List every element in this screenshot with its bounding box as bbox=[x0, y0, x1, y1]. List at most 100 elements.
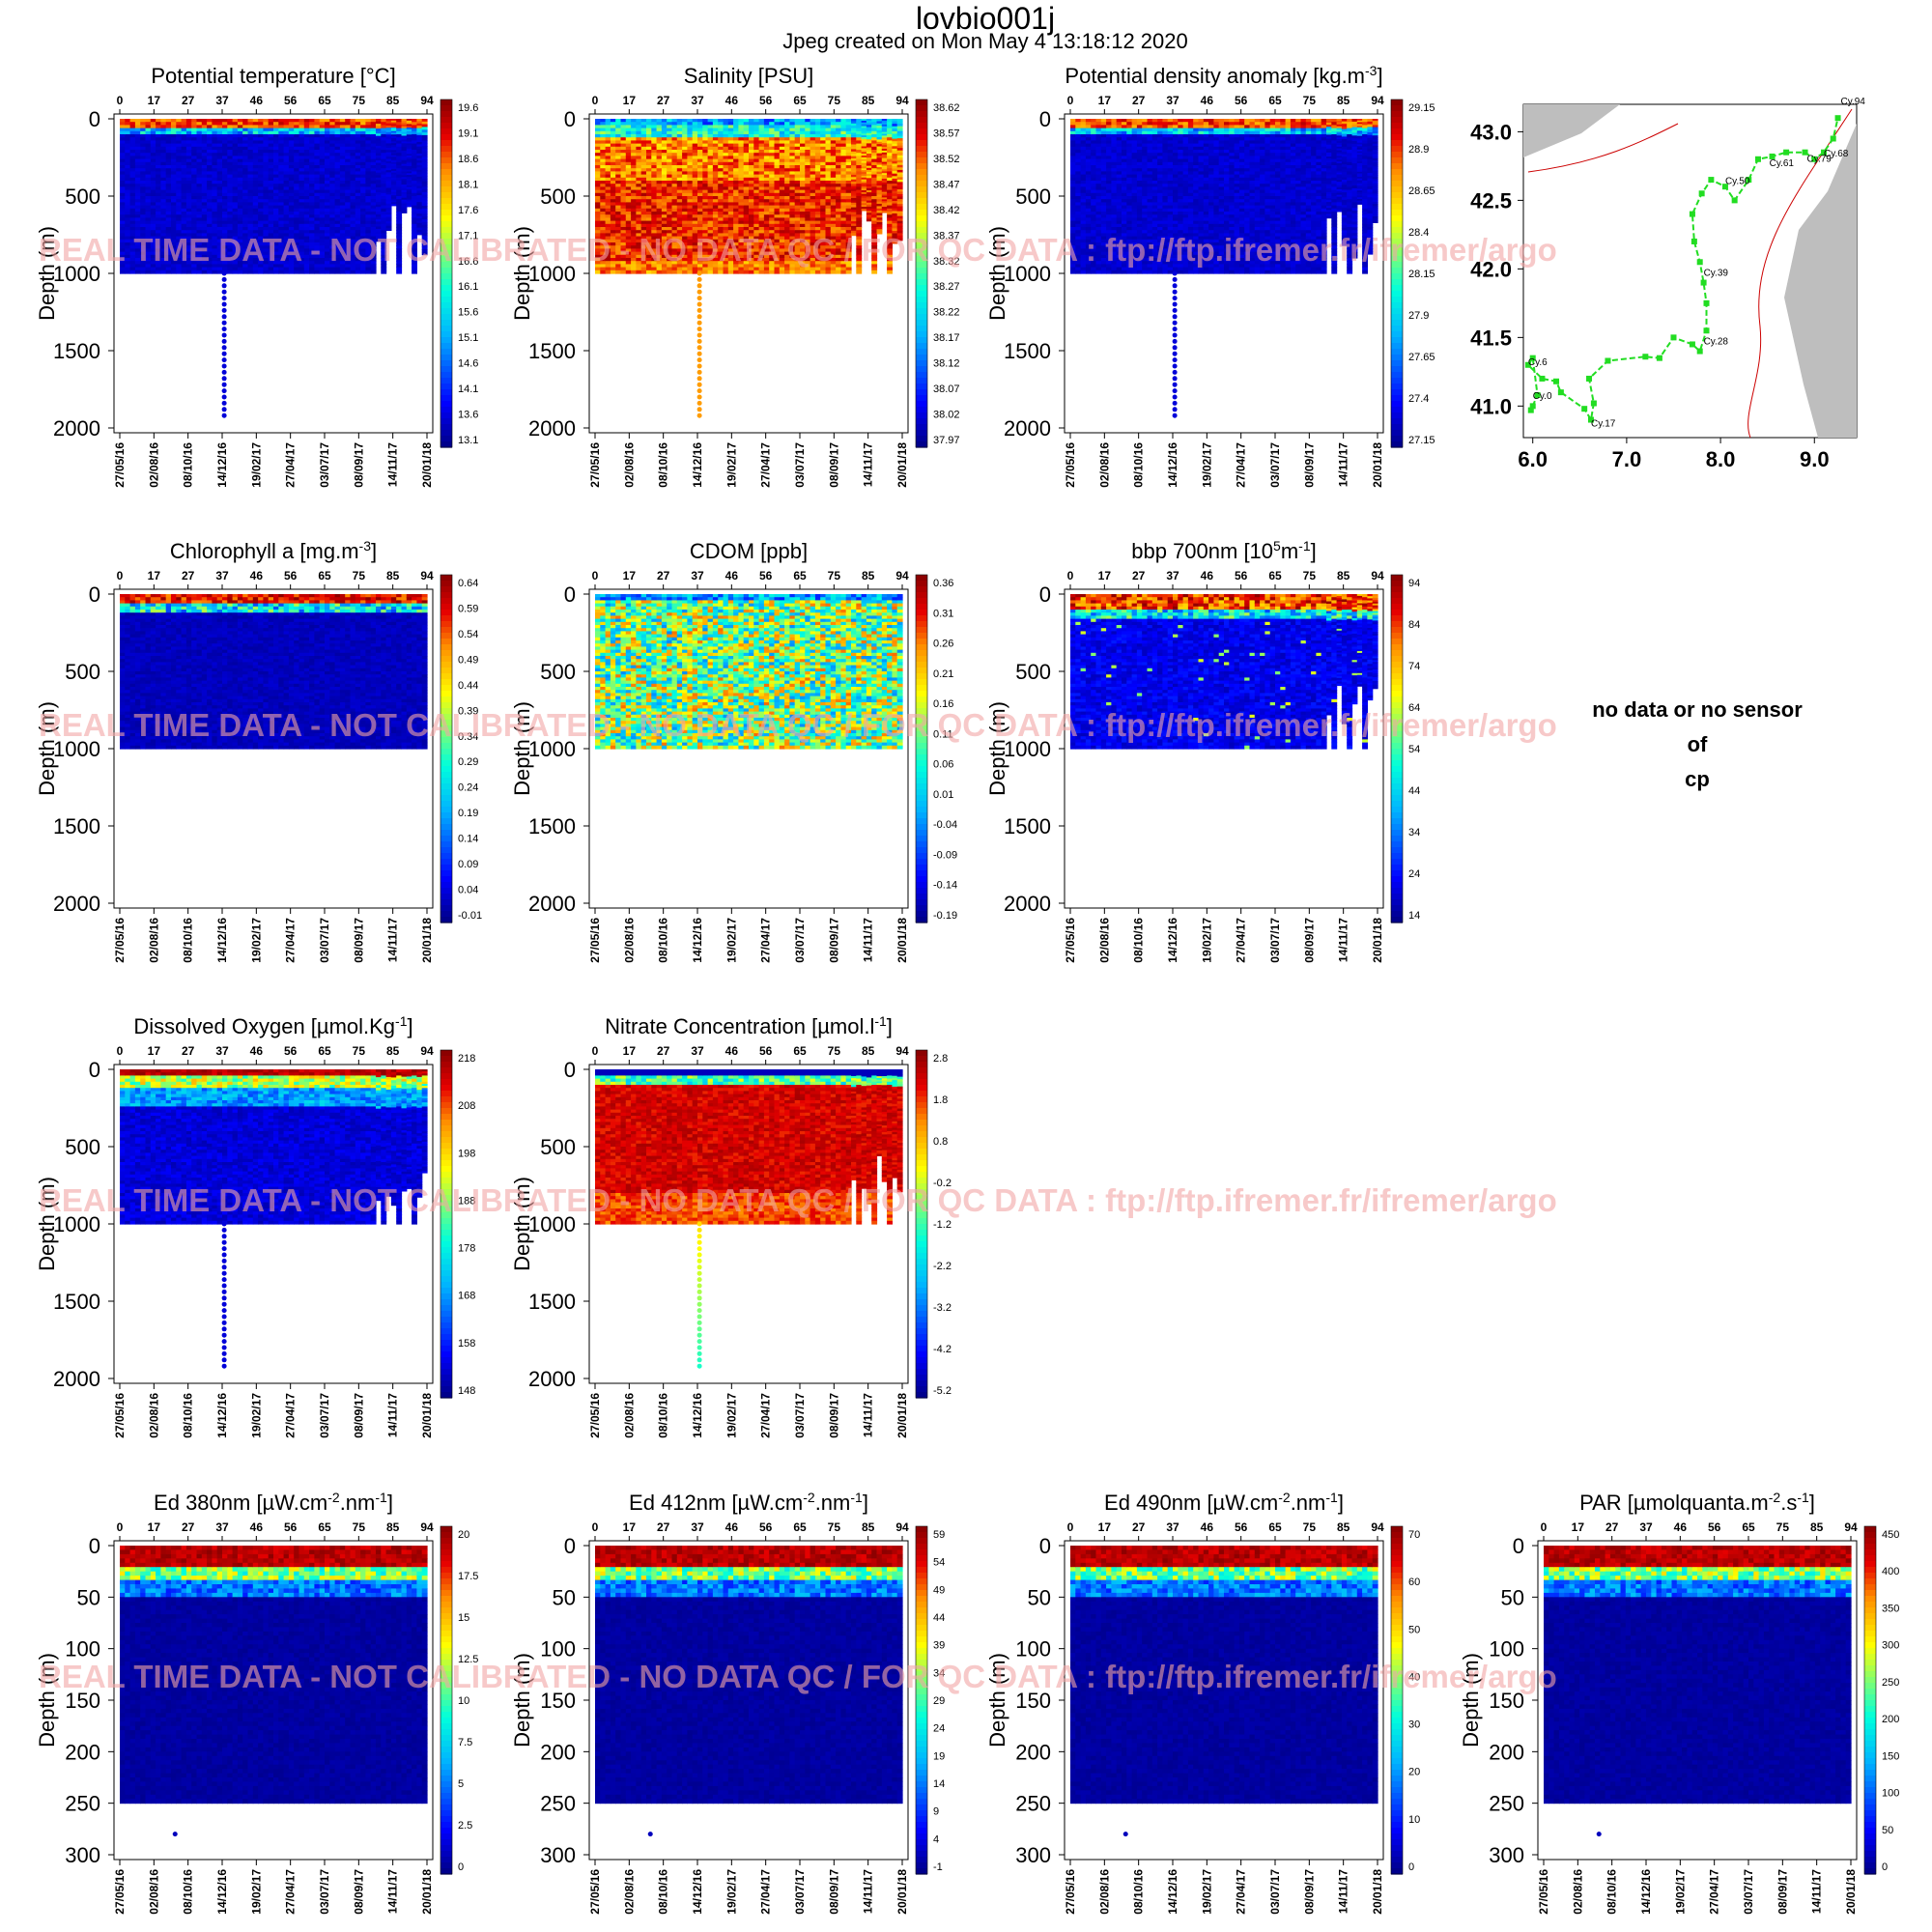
heat-cell bbox=[196, 245, 203, 249]
heat-cell bbox=[191, 261, 198, 265]
heat-cell bbox=[412, 270, 417, 274]
heat-cell bbox=[283, 254, 290, 259]
heat-cell bbox=[283, 220, 290, 225]
heat-cell bbox=[268, 214, 274, 218]
heat-cell bbox=[288, 150, 295, 154]
heat-cell bbox=[120, 270, 126, 274]
colorbar-swatch bbox=[440, 360, 452, 367]
heat-cell bbox=[196, 156, 203, 160]
heat-cell bbox=[171, 254, 177, 259]
heat-cell bbox=[242, 264, 249, 269]
colorbar-swatch bbox=[440, 436, 452, 442]
heat-cell bbox=[150, 254, 156, 259]
heat-cell bbox=[140, 214, 147, 218]
heat-cell bbox=[207, 264, 213, 269]
heat-cell bbox=[268, 227, 274, 231]
heat-cell bbox=[145, 134, 152, 138]
colorbar-tick-label: 15.6 bbox=[458, 307, 478, 319]
heat-cell bbox=[196, 208, 203, 213]
heat-cell bbox=[185, 267, 192, 271]
heat-cell bbox=[595, 270, 601, 274]
heat-cell bbox=[242, 189, 249, 194]
heat-cell bbox=[227, 196, 234, 200]
heat-cell bbox=[258, 158, 264, 163]
heat-cell bbox=[273, 202, 279, 207]
heat-cell bbox=[191, 202, 198, 207]
heat-cell bbox=[222, 153, 228, 156]
heat-cell bbox=[232, 143, 239, 148]
heat-cell bbox=[263, 223, 270, 228]
heat-cell bbox=[207, 208, 213, 213]
heat-cell bbox=[232, 233, 239, 238]
heat-cell bbox=[129, 134, 136, 138]
colorbar-swatch bbox=[440, 163, 452, 170]
heat-cell bbox=[156, 236, 161, 241]
heat-cell bbox=[247, 233, 254, 238]
heat-cell bbox=[160, 140, 167, 145]
heat-cell bbox=[258, 177, 264, 182]
heat-cell bbox=[181, 181, 187, 185]
heat-cell bbox=[288, 192, 295, 197]
heat-cell bbox=[201, 264, 208, 269]
colorbar-swatch bbox=[440, 308, 452, 315]
heat-cell bbox=[176, 181, 183, 185]
heat-cell bbox=[232, 165, 239, 169]
heat-cell bbox=[165, 186, 172, 191]
deep-profile-point bbox=[221, 376, 227, 382]
heat-cell bbox=[181, 212, 187, 215]
heat-cell bbox=[181, 156, 187, 160]
colorbar-swatch bbox=[440, 221, 452, 228]
heat-cell bbox=[150, 261, 156, 265]
heat-cell bbox=[191, 122, 198, 126]
heat-cell bbox=[145, 245, 152, 249]
heat-cell bbox=[216, 258, 223, 262]
heat-cell bbox=[258, 153, 264, 156]
heat-cell bbox=[242, 171, 249, 176]
heat-cell bbox=[247, 248, 254, 253]
heat-cell bbox=[134, 171, 141, 176]
heat-cell bbox=[134, 236, 141, 241]
heat-cell bbox=[252, 146, 259, 151]
heat-cell bbox=[207, 261, 213, 265]
heat-cell bbox=[298, 239, 305, 243]
heat-cell bbox=[242, 153, 249, 156]
heat-cell bbox=[288, 208, 295, 213]
heat-cell bbox=[232, 186, 239, 191]
heat-cell bbox=[283, 130, 290, 135]
heat-cell bbox=[258, 189, 264, 194]
heat-cell bbox=[176, 230, 183, 234]
heat-cell bbox=[191, 134, 198, 138]
heat-cell bbox=[303, 137, 310, 141]
heat-cell bbox=[134, 208, 141, 213]
heat-cell bbox=[232, 251, 239, 256]
heat-cell bbox=[196, 140, 203, 145]
heat-cell bbox=[191, 236, 198, 241]
heat-cell bbox=[294, 192, 300, 197]
heat-cell bbox=[242, 192, 249, 197]
heat-cell bbox=[191, 168, 198, 172]
heat-cell bbox=[263, 137, 270, 141]
heat-cell bbox=[129, 208, 136, 213]
heat-cell bbox=[247, 205, 254, 210]
heat-cell bbox=[278, 156, 285, 160]
heat-cell bbox=[150, 122, 156, 126]
heat-cell bbox=[150, 242, 156, 246]
heat-cell bbox=[129, 270, 136, 274]
heat-cell bbox=[712, 270, 719, 274]
heat-cell bbox=[171, 174, 177, 179]
heat-cell bbox=[201, 230, 208, 234]
heat-cell bbox=[294, 267, 300, 271]
heat-cell bbox=[160, 258, 167, 262]
heat-cell bbox=[247, 258, 254, 262]
heat-cell bbox=[185, 161, 192, 166]
heat-cell bbox=[242, 202, 249, 207]
heat-cell bbox=[145, 165, 152, 169]
heat-cell bbox=[350, 270, 356, 274]
heat-cell bbox=[268, 153, 274, 156]
heat-cell bbox=[145, 217, 152, 222]
heat-cell bbox=[263, 192, 270, 197]
heat-cell bbox=[191, 171, 198, 176]
heat-cell bbox=[216, 233, 223, 238]
heat-cell bbox=[145, 251, 152, 256]
heat-cell bbox=[140, 217, 147, 222]
